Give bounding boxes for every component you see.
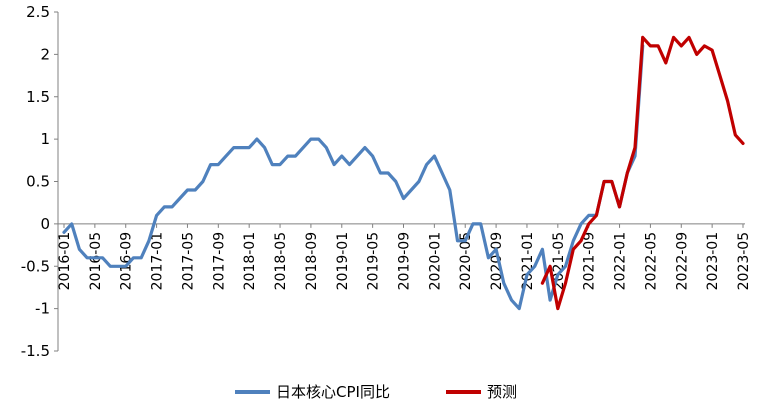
series-lines bbox=[62, 35, 745, 311]
x-tick-label: 2020-01 bbox=[427, 232, 443, 291]
x-tick-label: 2017-09 bbox=[211, 232, 227, 291]
y-tick-label: 1.5 bbox=[26, 88, 50, 106]
legend-label-actual: 日本核心CPI同比 bbox=[276, 383, 390, 401]
x-tick-label: 2017-05 bbox=[180, 232, 196, 291]
x-tick-label: 2023-01 bbox=[705, 232, 721, 291]
x-tick-label: 2022-09 bbox=[674, 232, 690, 291]
x-tick-label: 2019-09 bbox=[397, 232, 413, 291]
x-tick-label: 2016-05 bbox=[88, 232, 104, 291]
y-tick-label: -0.5 bbox=[21, 257, 50, 275]
legend: 日本核心CPI同比 预测 bbox=[235, 383, 517, 401]
y-axis-tick-labels: 2.5 2 1.5 1 0.5 0 -0.5 -1 -1.5 bbox=[21, 3, 58, 360]
x-tick-label: 2018-01 bbox=[242, 232, 258, 291]
x-tick-label: 2019-05 bbox=[366, 232, 382, 291]
x-tick-label: 2021-09 bbox=[582, 232, 598, 291]
x-tick-label: 2022-05 bbox=[643, 232, 659, 291]
x-tick-label: 2023-05 bbox=[736, 232, 752, 291]
x-tick-label: 2019-01 bbox=[335, 232, 351, 291]
y-tick-label: -1.5 bbox=[21, 342, 50, 360]
y-tick-label: 0.5 bbox=[26, 173, 50, 191]
series-line-forecast bbox=[540, 35, 745, 311]
y-tick-label: -1 bbox=[35, 300, 50, 318]
x-axis-tick-labels: 2016-01 2016-05 2016-09 2017-01 2017-05 2017-… bbox=[57, 223, 752, 291]
y-tick-label: 0 bbox=[40, 215, 50, 233]
x-tick-label: 2016-01 bbox=[57, 232, 73, 291]
x-tick-label: 2021-05 bbox=[551, 232, 567, 291]
x-tick-label: 2022-01 bbox=[613, 232, 629, 291]
x-tick-label: 2021-01 bbox=[520, 232, 536, 291]
y-tick-label: 1 bbox=[40, 130, 50, 148]
x-tick-label: 2018-05 bbox=[273, 232, 289, 291]
x-tick-label: 2016-09 bbox=[119, 232, 135, 291]
legend-label-forecast: 预测 bbox=[487, 383, 517, 401]
x-tick-label: 2018-09 bbox=[304, 232, 320, 291]
x-tick-label: 2017-01 bbox=[150, 232, 166, 291]
y-tick-label: 2 bbox=[40, 45, 50, 63]
x-tick-label: 2020-05 bbox=[458, 232, 474, 291]
y-tick-label: 2.5 bbox=[26, 3, 50, 21]
